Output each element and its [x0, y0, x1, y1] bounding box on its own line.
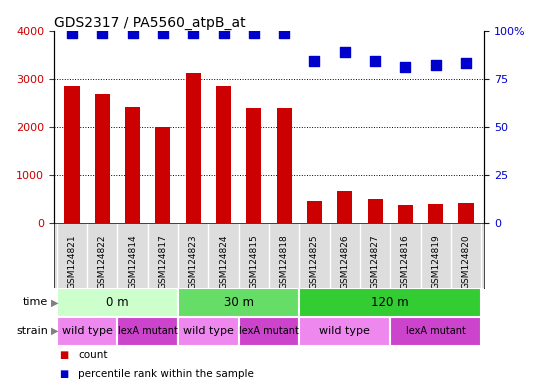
- Bar: [390, 317, 481, 346]
- Text: GDS2317 / PA5560_atpB_at: GDS2317 / PA5560_atpB_at: [54, 16, 245, 30]
- Text: strain: strain: [17, 326, 48, 336]
- Point: [159, 30, 167, 36]
- Bar: [57, 288, 178, 317]
- Bar: [186, 73, 201, 223]
- Text: wild type: wild type: [183, 326, 234, 336]
- Bar: [307, 201, 322, 223]
- Bar: [178, 317, 239, 346]
- Text: ▶: ▶: [51, 326, 59, 336]
- Point: [68, 30, 76, 36]
- Bar: [178, 288, 299, 317]
- Text: wild type: wild type: [62, 326, 112, 336]
- Text: count: count: [78, 350, 108, 360]
- Bar: [428, 204, 443, 223]
- Point: [462, 60, 470, 66]
- Bar: [398, 205, 413, 223]
- Bar: [155, 127, 171, 223]
- Point: [280, 30, 288, 36]
- Bar: [65, 86, 80, 223]
- Point: [371, 58, 379, 65]
- Text: lexA mutant: lexA mutant: [406, 326, 466, 336]
- Bar: [337, 190, 352, 223]
- Bar: [117, 317, 178, 346]
- Text: ▶: ▶: [51, 297, 59, 308]
- Text: ■: ■: [59, 369, 68, 379]
- Point: [341, 49, 349, 55]
- Bar: [246, 109, 261, 223]
- Point: [431, 62, 440, 68]
- Bar: [277, 109, 292, 223]
- Bar: [216, 86, 231, 223]
- Text: percentile rank within the sample: percentile rank within the sample: [78, 369, 254, 379]
- Text: 0 m: 0 m: [106, 296, 129, 309]
- Text: time: time: [23, 297, 48, 308]
- Bar: [95, 94, 110, 223]
- Bar: [57, 317, 117, 346]
- Bar: [367, 199, 383, 223]
- Text: lexA mutant: lexA mutant: [239, 326, 299, 336]
- Point: [98, 30, 107, 36]
- Point: [250, 30, 258, 36]
- Text: 120 m: 120 m: [371, 296, 409, 309]
- Bar: [299, 288, 481, 317]
- Bar: [458, 203, 473, 223]
- Point: [128, 30, 137, 36]
- Point: [219, 30, 228, 36]
- Bar: [299, 317, 390, 346]
- Text: 30 m: 30 m: [224, 296, 254, 309]
- Text: ■: ■: [59, 350, 68, 360]
- Text: wild type: wild type: [320, 326, 370, 336]
- Bar: [239, 317, 299, 346]
- Text: lexA mutant: lexA mutant: [118, 326, 178, 336]
- Bar: [125, 107, 140, 223]
- Point: [310, 58, 319, 65]
- Point: [189, 30, 197, 36]
- Point: [401, 64, 410, 70]
